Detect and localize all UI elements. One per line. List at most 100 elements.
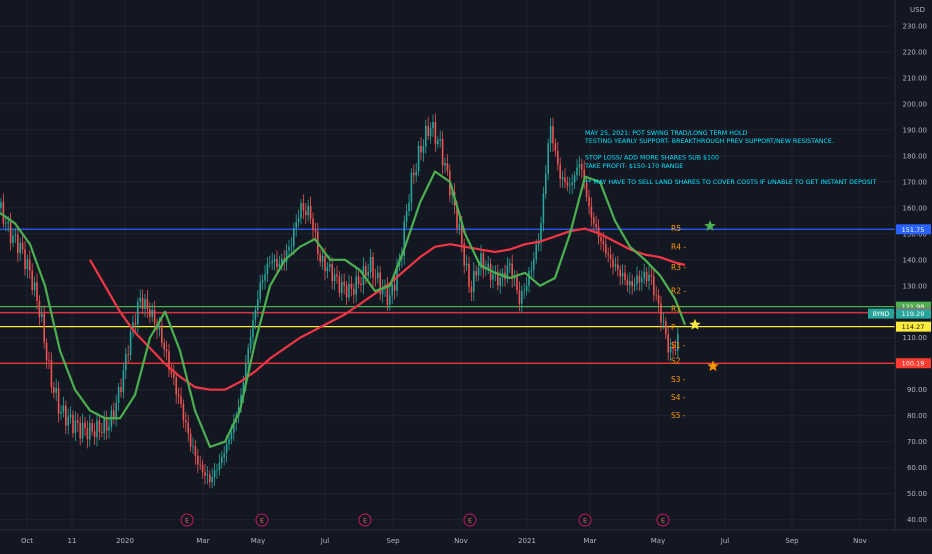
price-candle-body [547, 143, 549, 174]
price-candle-body [108, 426, 110, 431]
price-candle-body [602, 241, 605, 245]
x-tick-label: Nov [853, 537, 867, 545]
y-tick-label: 230.00 [903, 22, 928, 30]
price-tag-label: 100.19 [902, 360, 925, 368]
price-tag-box [896, 308, 931, 319]
x-tick-label: May [651, 537, 665, 545]
price-candle-body [60, 412, 62, 414]
price-candle-body [81, 422, 84, 439]
price-candle-body [581, 164, 583, 170]
price-candle-body [69, 414, 72, 417]
price-candle-body [182, 403, 185, 421]
price-candle-body [456, 205, 458, 229]
price-candle-body [561, 177, 564, 180]
price-candle-body [266, 263, 269, 275]
price-candle-body [29, 259, 31, 271]
x-tick-label: 11 [68, 537, 77, 545]
pivot-label: S2 [671, 357, 681, 366]
price-candle-body [134, 322, 137, 325]
price-candle-body [465, 263, 468, 266]
price-axis-panel[interactable] [895, 0, 932, 530]
fast-moving-average-line [0, 170, 687, 448]
price-candle-body [420, 146, 422, 153]
price-candle-body [470, 287, 473, 293]
pivot-label: R3 - [671, 263, 686, 272]
price-candle-body [168, 351, 170, 370]
price-candle-body [446, 163, 449, 171]
price-candle-body [542, 193, 545, 224]
price-candle-body [146, 299, 149, 310]
price-candle-body [98, 420, 101, 433]
earnings-marker-circle [180, 513, 194, 527]
price-candle-body [144, 299, 146, 309]
price-candle-body [329, 264, 331, 268]
price-candle-body [149, 309, 151, 317]
price-candle-body [53, 387, 55, 393]
price-candle-body [65, 405, 67, 426]
price-candle-body [26, 259, 29, 270]
price-candle-body [439, 138, 441, 141]
price-candle-body [189, 433, 192, 447]
price-candle-body [513, 277, 516, 279]
price-candle-body [45, 342, 48, 361]
x-tick-label: Mar [583, 537, 596, 545]
price-candle-body [2, 202, 5, 224]
price-candle-body [127, 354, 129, 356]
annotation-line: TESTING YEARLY SUPPORT- BREAKTHROUGH PRE… [584, 138, 834, 145]
earnings-marker-label: E [583, 517, 587, 525]
x-tick-label: Nov [454, 537, 468, 545]
pivot-label: S1 - [671, 341, 686, 350]
price-candle-body [537, 242, 540, 245]
price-candle-body [377, 272, 379, 279]
price-candle-body [67, 416, 69, 426]
price-candle-body [535, 244, 537, 260]
x-tick-label: Oct [21, 537, 33, 545]
x-tick-label: May [251, 537, 265, 545]
price-candle-body [249, 336, 252, 349]
price-candle-body [331, 264, 333, 282]
price-candle-body [151, 309, 153, 317]
price-candle-body [566, 182, 569, 186]
earnings-marker-label: E [468, 517, 472, 525]
star-marker [689, 318, 701, 330]
price-candle-body [648, 274, 650, 282]
price-candle-body [444, 163, 446, 166]
price-candle-body [21, 242, 24, 250]
price-candle-body [674, 348, 677, 351]
price-candle-body [343, 281, 345, 286]
earnings-marker-circle [255, 513, 269, 527]
price-candle-body [309, 205, 312, 219]
y-tick-label: 190.00 [903, 126, 928, 134]
price-candle-body [86, 428, 89, 440]
price-candle-body [345, 285, 348, 298]
price-candle-body [451, 192, 453, 196]
y-tick-label: 40.00 [907, 516, 927, 524]
price-candle-body [530, 269, 533, 271]
pivot-label: P [671, 323, 676, 332]
price-candle-body [600, 237, 602, 242]
price-candle-body [206, 474, 209, 476]
y-tick-label: 70.00 [907, 438, 927, 446]
price-candle-body [417, 146, 420, 172]
price-candle-body [271, 261, 273, 263]
price-tag-box [896, 301, 931, 312]
price-candle-body [17, 234, 19, 254]
y-tick-label: 90.00 [907, 386, 927, 394]
price-candle-body [285, 250, 288, 262]
price-candle-body [242, 382, 245, 395]
pivot-label: S3 - [671, 375, 686, 384]
price-candle-body [386, 284, 389, 305]
price-candle-body [518, 290, 521, 304]
price-candle-body [482, 253, 485, 270]
price-tag-label: 121.98 [902, 303, 925, 311]
price-candle-body [201, 464, 204, 473]
price-candle-body [468, 263, 470, 288]
price-candle-body [434, 122, 437, 145]
price-candle-body [660, 303, 662, 323]
price-candle-body [307, 205, 309, 216]
price-candle-body [350, 283, 353, 290]
price-candle-body [225, 443, 228, 454]
